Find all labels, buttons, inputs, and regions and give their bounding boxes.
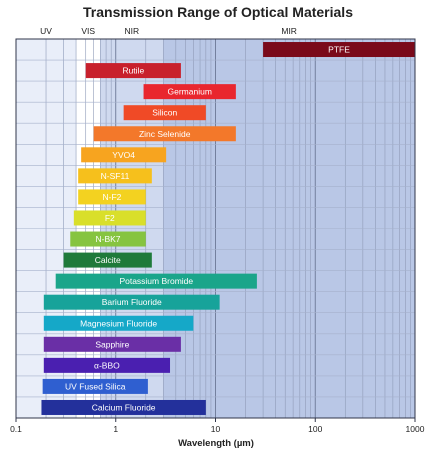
region-label-nir: NIR — [125, 26, 140, 36]
bar-label-uv-fused-silica: UV Fused Silica — [65, 381, 126, 391]
bar-barium-fluoride — [43, 294, 220, 310]
bar-label-n-f2: N-F2 — [103, 192, 122, 202]
bar-label-calcium-fluoride: Calcium Fluoride — [92, 402, 156, 412]
x-axis: 0.1 1 10 100 1000 — [10, 38, 425, 434]
bar-label-sapphire: Sapphire — [95, 339, 129, 349]
material-bars: PTFE Rutile Germanium Silicon Zinc Selenide Y… — [41, 42, 415, 415]
bar-n-sf11 — [78, 168, 152, 184]
region-label-vis: VIS — [81, 26, 95, 36]
bar-label-magnesium-fluoride: Magnesium Fluoride — [80, 318, 157, 328]
bar-label-f2: F2 — [105, 213, 115, 223]
bar-ptfe — [263, 42, 415, 58]
bar-magnesium-fluoride — [43, 315, 194, 331]
bar-f2 — [73, 210, 146, 226]
x-tick-label: 1 — [113, 424, 118, 434]
x-tick-label: 1000 — [406, 424, 425, 434]
bar-rutile — [85, 63, 181, 79]
bar-label-barium-fluoride: Barium Fluoride — [102, 297, 162, 307]
bar-label-n-sf11: N-SF11 — [101, 171, 130, 181]
bar-label-ptfe: PTFE — [328, 45, 350, 55]
bar-silicon — [123, 105, 206, 121]
bar-label-rutile: Rutile — [122, 66, 144, 76]
bar-label-silicon: Silicon — [152, 108, 177, 118]
region-label-mir: MIR — [281, 26, 297, 36]
bar-label-n-bk7: N-BK7 — [96, 234, 121, 244]
x-axis-title: Wavelength (µm) — [178, 438, 254, 449]
chart-title: Transmission Range of Optical Materials — [83, 4, 353, 20]
x-tick-label: 10 — [211, 424, 221, 434]
x-tick-label: 100 — [308, 424, 322, 434]
bar-uv-fused-silica — [42, 378, 148, 394]
bar-label-calcite: Calcite — [95, 255, 121, 265]
bar-label-bbo: α-BBO — [94, 360, 120, 370]
bar-yvo4 — [81, 147, 167, 163]
bar-n-bk7 — [70, 231, 146, 247]
bar-bbo — [43, 357, 171, 373]
bar-calcium-fluoride — [41, 399, 206, 415]
bar-label-zinc-selenide: Zinc Selenide — [139, 129, 191, 139]
x-tick-label: 0.1 — [10, 424, 22, 434]
bar-potassium-bromide — [55, 273, 257, 289]
bar-label-yvo4: YVO4 — [112, 150, 135, 160]
bar-label-germanium: Germanium — [168, 87, 212, 97]
bar-label-potassium-bromide: Potassium Bromide — [119, 276, 193, 286]
region-label-uv: UV — [40, 26, 52, 36]
bar-sapphire — [43, 336, 181, 352]
bar-calcite — [63, 252, 152, 268]
bar-n-f2 — [78, 189, 146, 205]
bar-zinc-selenide — [93, 126, 236, 142]
bar-germanium — [143, 84, 236, 100]
